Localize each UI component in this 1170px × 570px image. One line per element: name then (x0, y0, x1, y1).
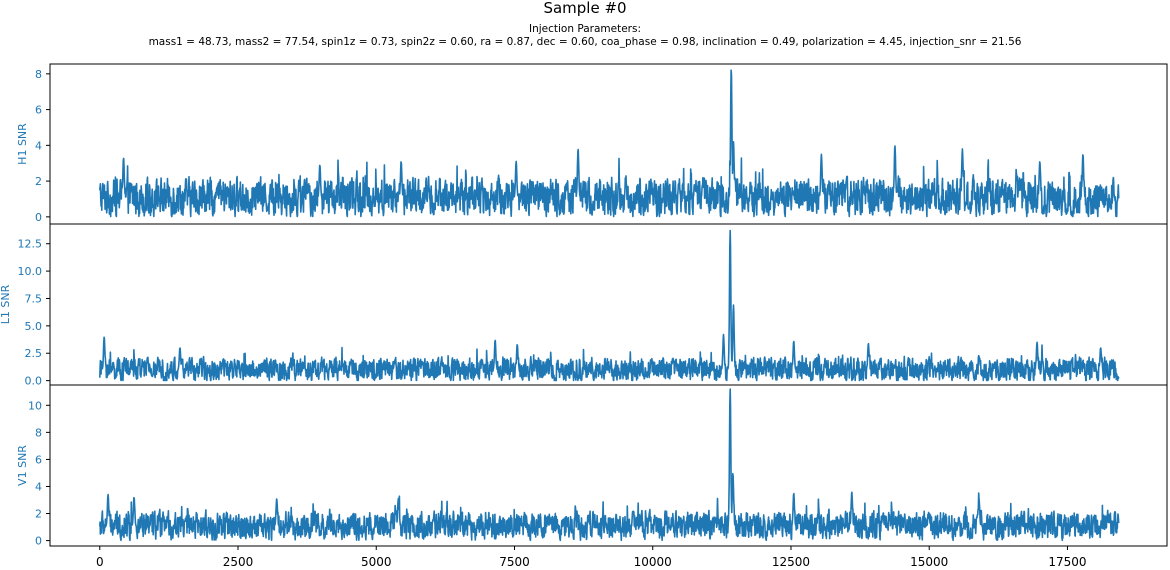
y-tick-label: 2.5 (25, 347, 43, 360)
panel-3: 0 2 4 6 8 10 V1 SNR (16, 384, 1168, 548)
x-tick-label: 5000 (361, 555, 392, 569)
series-line-3 (99, 388, 1120, 542)
panel-frame-2 (49, 223, 1168, 386)
y-tick-label: 12.5 (18, 238, 43, 251)
x-tick-label: 15000 (910, 555, 948, 569)
y-tick-label: 2 (35, 508, 42, 521)
panel-1: 0 2 4 6 8 H1 SNR (16, 63, 1168, 225)
y-tick-label: 0 (35, 535, 42, 548)
y-tick-label: 6 (35, 453, 42, 466)
y-tick-label: 8 (35, 68, 42, 81)
x-tick-label: 12500 (772, 555, 810, 569)
panels: 0 2 4 6 8 H1 SNR 0.0 2.5 5.0 7.5 10.0 12.5 L1 SNR 0 2 4… (0, 63, 1168, 569)
x-axis: 0 2500 5000 7500 10000 12500 15000 17500 (96, 546, 1087, 569)
y-tick-label: 10 (28, 399, 42, 412)
chart-subtitle-line1: Injection Parameters: (529, 23, 641, 35)
panel-2: 0.0 2.5 5.0 7.5 10.0 12.5 L1 SNR (0, 223, 1168, 388)
x-tick-label: 0 (96, 555, 104, 569)
y-tick-label: 8 (35, 426, 42, 439)
y-tick-label: 0 (35, 211, 42, 224)
panel-frame-3 (49, 384, 1168, 547)
x-tick-label: 7500 (499, 555, 530, 569)
y-tick-label: 4 (35, 139, 42, 152)
y-tick-label: 4 (35, 480, 42, 493)
y-axis-label-2: L1 SNR (0, 284, 12, 324)
y-tick-label: 2 (35, 175, 42, 188)
y-axis-label-3: V1 SNR (16, 445, 29, 486)
x-tick-label: 10000 (634, 555, 672, 569)
y-tick-label: 6 (35, 104, 42, 117)
y-tick-label: 5.0 (25, 320, 43, 333)
x-tick-label: 2500 (223, 555, 254, 569)
y-tick-label: 0.0 (25, 375, 43, 388)
y-tick-label: 10.0 (18, 265, 43, 278)
chart-title: Sample #0 (543, 0, 626, 17)
series-line-2 (99, 229, 1120, 382)
series-line-1 (99, 69, 1120, 218)
y-tick-label: 7.5 (25, 292, 43, 305)
y-axis-label-1: H1 SNR (16, 123, 29, 165)
x-tick-label: 17500 (1048, 555, 1086, 569)
chart-subtitle-line2: mass1 = 48.73, mass2 = 77.54, spin1z = 0… (149, 36, 1022, 48)
